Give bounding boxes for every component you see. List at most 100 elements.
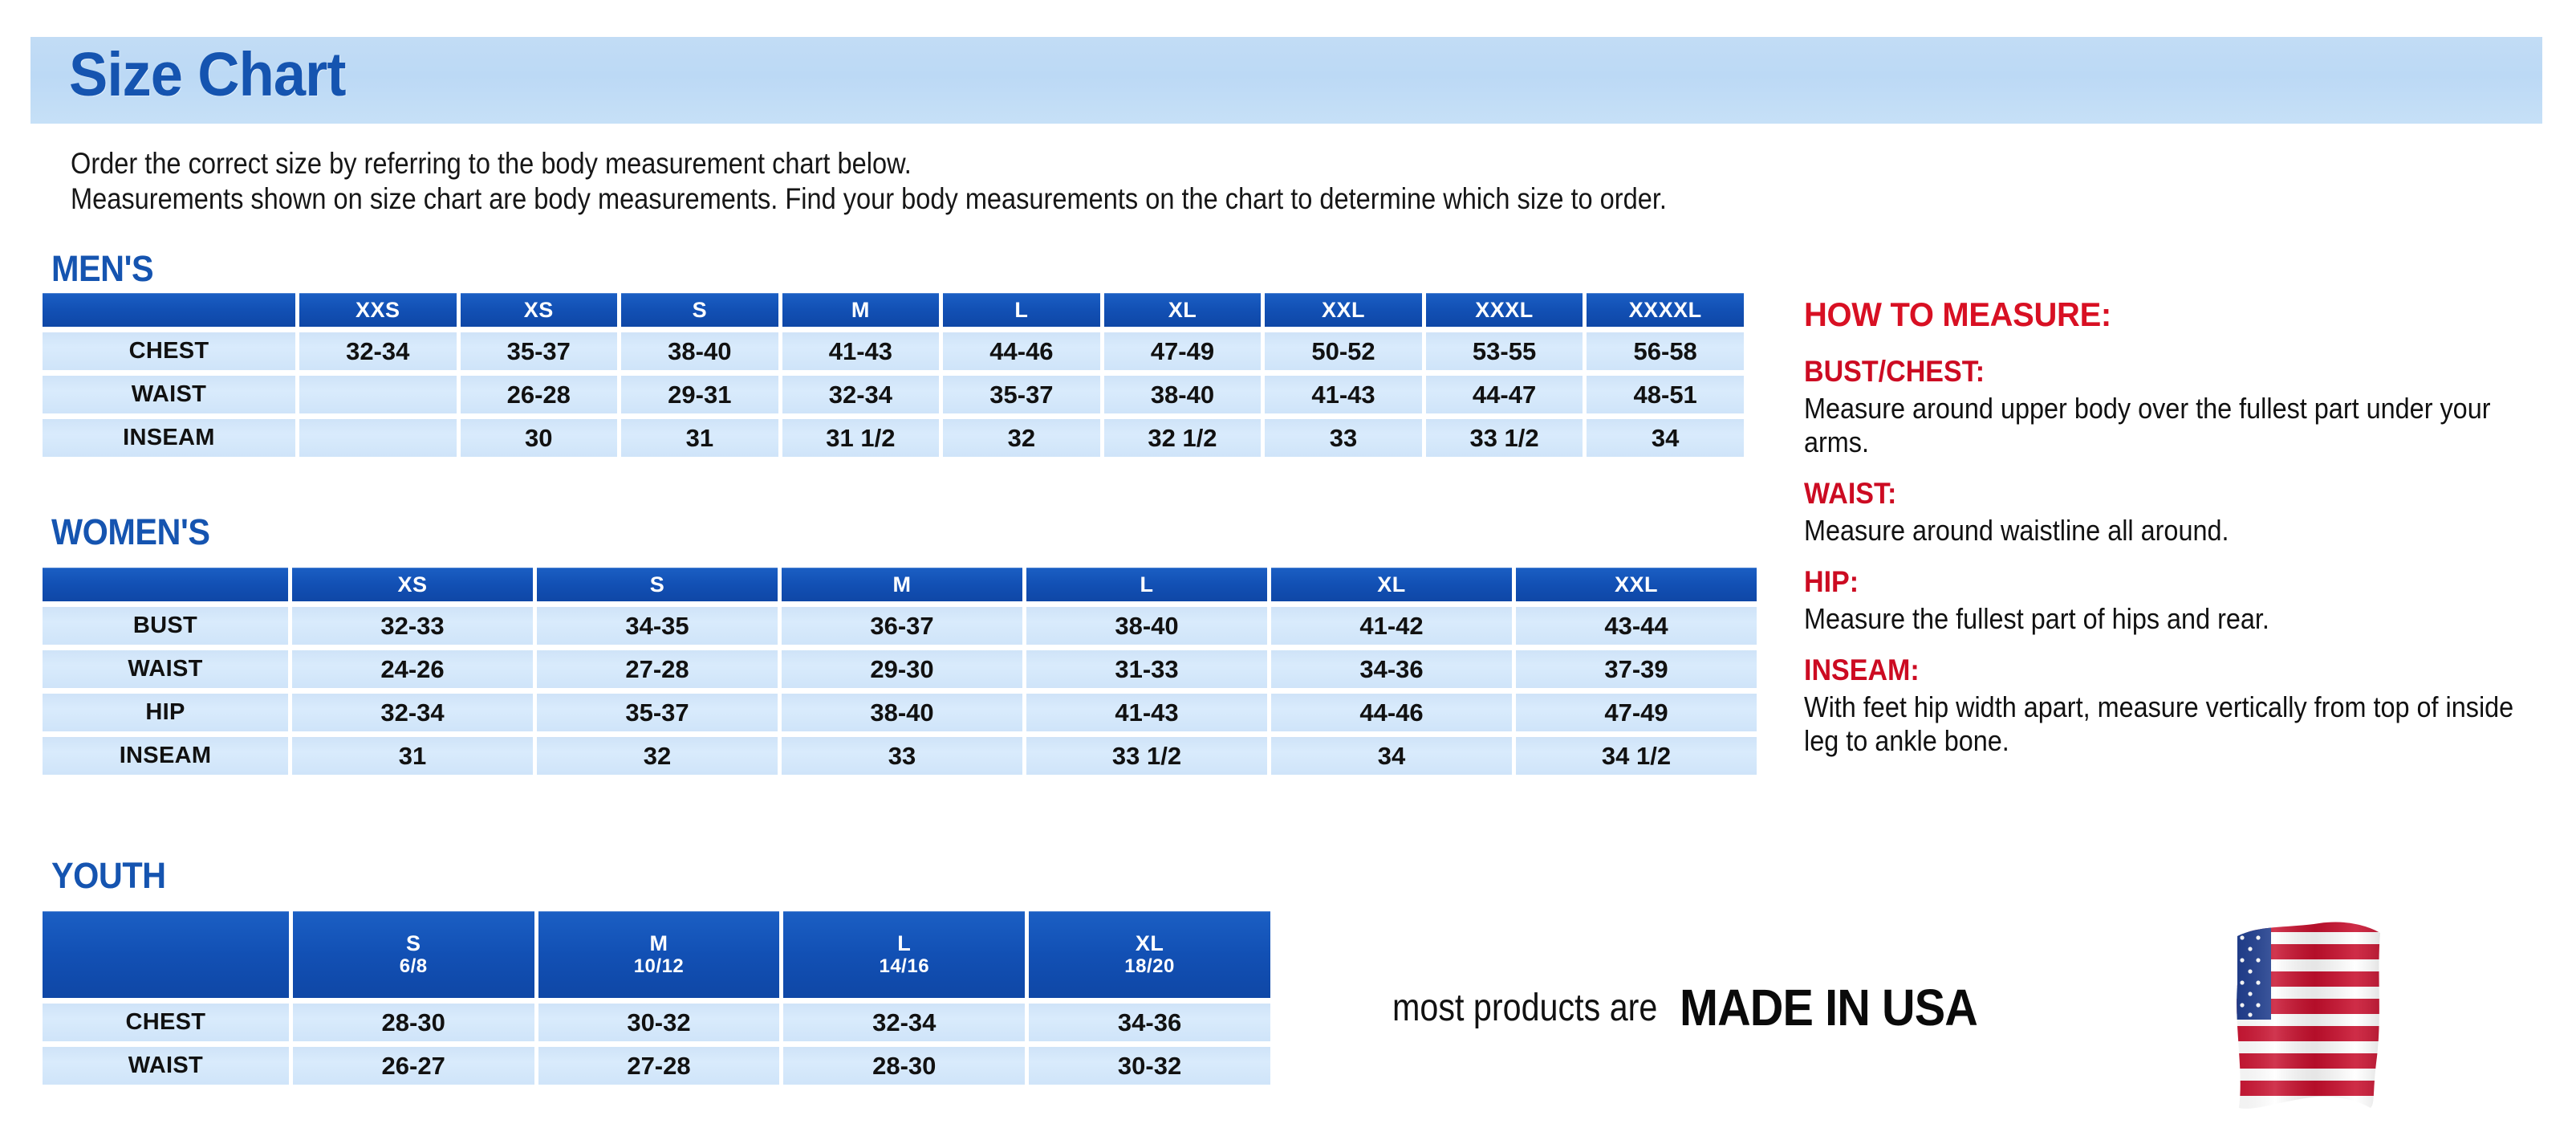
cell-waist-xl: 30-32 [1029,1047,1270,1085]
column-header-m: M [782,568,1022,601]
cell-waist-s: 27-28 [537,650,778,688]
table-row: WAIST 26-27 27-28 28-30 30-32 [43,1047,1270,1085]
column-header-xxl: XXL [1516,568,1757,601]
table-row: BUST 32-33 34-35 36-37 38-40 41-42 43-44 [43,607,1757,645]
cell-waist-l: 28-30 [783,1047,1026,1085]
column-header-l: L 14/16 [783,911,1026,998]
row-label-inseam: INSEAM [43,737,288,775]
table-header-row: XS S M L XL XXL [43,568,1757,601]
cell-waist-m: 32-34 [782,376,940,413]
column-header-m: M [782,293,940,327]
intro-line-1: Order the correct size by referring to t… [71,147,912,180]
cell-waist-xs: 26-28 [460,376,618,413]
youth-size-label: L [897,931,912,956]
cell-inseam-xl: 34 [1271,737,1512,775]
measure-item-label: BUST/CHEST: [1804,355,1985,388]
table-youth: S 6/8 M 10/12 L 14/16 XL 18/20 CHEST 28-30 30-32 3… [39,906,1274,1090]
cell-inseam-xxxxl: 34 [1587,419,1744,457]
measure-item-text: Measure around waistline all around. [1804,514,2229,547]
youth-size-label: XL [1135,931,1164,956]
youth-age-range: 10/12 [633,955,685,977]
table-mens: XXS XS S M L XL XXL XXXL XXXXL CHEST 32-34 35-37 38… [39,287,1748,462]
measure-item: INSEAM: With feet hip width apart, measur… [1804,654,2550,758]
cell-chest-l: 32-34 [783,1004,1026,1041]
cell-waist-l: 35-37 [943,376,1100,413]
column-header-corner [43,568,288,601]
column-header-xxs: XXS [299,293,457,327]
cell-waist-l: 31-33 [1026,650,1267,688]
table-row: WAIST 26-28 29-31 32-34 35-37 38-40 41-43 44-47… [43,376,1744,413]
cell-inseam-xs: 30 [460,419,618,457]
cell-chest-s: 28-30 [292,1004,534,1041]
cell-hip-s: 35-37 [537,694,778,731]
column-header-xs: XS [292,568,533,601]
cell-chest-m: 41-43 [782,332,940,370]
made-in-usa-footer: most products are MADE IN USA [1392,978,2010,1037]
column-header-s: S 6/8 [292,911,534,998]
cell-inseam-s: 32 [537,737,778,775]
intro-text: Order the correct size by referring to t… [71,146,2526,217]
header-banner [30,37,2542,124]
cell-waist-xs: 24-26 [292,650,533,688]
cell-bust-s: 34-35 [537,607,778,645]
cell-waist-s: 29-31 [621,376,778,413]
row-label-chest: CHEST [43,1004,289,1041]
table-row: INSEAM 30 31 31 1/2 32 32 1/2 33 33 1/2 34 [43,419,1744,457]
cell-waist-xl: 38-40 [1103,376,1262,413]
cell-waist-xxxxl: 48-51 [1587,376,1744,413]
cell-bust-xxl: 43-44 [1516,607,1757,645]
row-label-hip: HIP [43,694,288,731]
how-to-measure-heading: HOW TO MEASURE: [1804,295,2111,333]
cell-chest-s: 38-40 [621,332,778,370]
section-title-womens: WOMEN'S [51,511,210,552]
column-header-s: S [621,293,778,327]
cell-inseam-xxxl: 33 1/2 [1425,419,1583,457]
cell-waist-xxl: 37-39 [1516,650,1757,688]
column-header-corner [43,911,289,998]
cell-hip-xs: 32-34 [292,694,533,731]
measure-item: BUST/CHEST: Measure around upper body ove… [1804,355,2550,459]
how-to-measure-panel: HOW TO MEASURE: BUST/CHEST: Measure aroun… [1804,295,2550,776]
youth-age-range: 14/16 [879,955,930,977]
column-header-corner [43,293,295,327]
measure-item-text: With feet hip width apart, measure verti… [1804,690,2514,757]
cell-inseam-m: 33 [782,737,1022,775]
table-womens: XS S M L XL XXL BUST 32-33 34-35 36-37 38-40 41-42… [39,562,1761,780]
footer-prefix-text: most products are [1392,986,1658,1029]
column-header-xl: XL 18/20 [1029,911,1270,998]
footer-made-in-usa-text: MADE IN USA [1680,979,1978,1036]
cell-chest-xs: 35-37 [460,332,618,370]
youth-age-range: 18/20 [1124,955,1175,977]
cell-hip-xl: 44-46 [1271,694,1512,731]
measure-item-label: HIP: [1804,565,1859,598]
cell-inseam-xl: 32 1/2 [1103,419,1262,457]
column-header-xxxxl: XXXXL [1587,293,1744,327]
measure-item-text: Measure around upper body over the fulle… [1804,392,2491,458]
cell-waist-s: 26-27 [292,1047,534,1085]
table-header-row: S 6/8 M 10/12 L 14/16 XL 18/20 [43,911,1270,998]
cell-chest-xxxl: 53-55 [1425,332,1583,370]
cell-waist-xxxl: 44-47 [1425,376,1583,413]
table-row: INSEAM 31 32 33 33 1/2 34 34 1/2 [43,737,1757,775]
cell-bust-xs: 32-33 [292,607,533,645]
cell-chest-xxxxl: 56-58 [1587,332,1744,370]
usa-flag-icon [2191,922,2391,1114]
cell-waist-m: 27-28 [538,1047,780,1085]
cell-bust-l: 38-40 [1026,607,1267,645]
cell-inseam-l: 33 1/2 [1026,737,1267,775]
youth-size-label: M [649,931,668,956]
measure-item-label: INSEAM: [1804,654,1920,686]
column-header-xxxl: XXXL [1425,293,1583,327]
cell-waist-xxl: 41-43 [1265,376,1422,413]
cell-hip-l: 41-43 [1026,694,1267,731]
column-header-xxl: XXL [1265,293,1422,327]
cell-waist-xxs [299,376,457,413]
cell-waist-m: 29-30 [782,650,1022,688]
cell-chest-xxl: 50-52 [1265,332,1422,370]
measure-item-label: WAIST: [1804,477,1897,510]
column-header-l: L [1026,568,1267,601]
section-title-mens: MEN'S [51,248,154,289]
cell-inseam-l: 32 [943,419,1100,457]
cell-inseam-xxs [299,419,457,457]
